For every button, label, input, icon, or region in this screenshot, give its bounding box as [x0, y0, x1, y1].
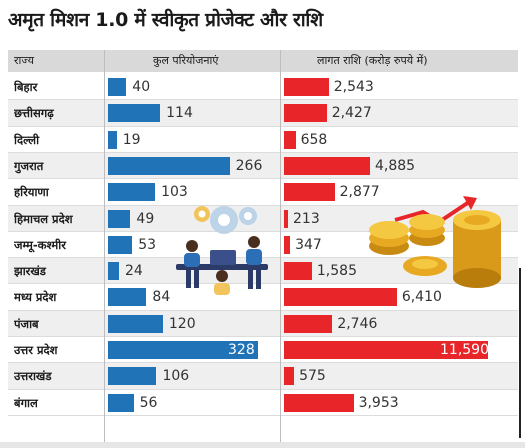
data-table: राज्य कुल परियोजनाएं लागत राशि (करोड़ रु…	[8, 50, 518, 442]
projects-value-label: 328	[228, 342, 255, 358]
projects-bar	[108, 78, 127, 96]
projects-value-label: 56	[139, 394, 158, 411]
amount-value-label: 575	[299, 368, 326, 385]
state-label: उत्तराखंड	[14, 369, 52, 384]
projects-value-label: 120	[168, 315, 196, 332]
amount-value-label: 6,410	[401, 289, 442, 306]
amount-value-label: 1,585	[316, 263, 357, 280]
state-label: हरियाणा	[14, 185, 49, 200]
projects-bar	[108, 288, 147, 307]
bottom-strip	[0, 442, 525, 448]
state-label: बिहार	[14, 80, 38, 94]
amount-value-label: 2,427	[331, 105, 372, 122]
row-divider	[8, 178, 518, 180]
projects-value-label: 103	[161, 184, 188, 201]
amount-bar	[284, 393, 354, 412]
projects-value-label: 49	[136, 210, 155, 227]
row-divider	[8, 204, 518, 206]
amount-value-label: 2,746	[337, 315, 378, 332]
row-divider	[8, 362, 518, 364]
header-state: राज्य	[8, 50, 104, 72]
state-label: दिल्ली	[14, 132, 40, 147]
projects-bar	[108, 156, 230, 175]
projects-bar	[108, 183, 156, 202]
chart-title: अमृत मिशन 1.0 में स्वीकृत प्रोजेक्ट और र…	[8, 9, 323, 31]
amount-value-label: 11,590	[440, 342, 489, 358]
row-divider	[8, 388, 518, 390]
row-divider	[8, 309, 518, 311]
row-divider	[8, 257, 518, 259]
amount-bar	[284, 183, 335, 202]
table-row	[8, 310, 518, 337]
row-divider	[8, 99, 518, 101]
amount-bar	[284, 235, 291, 254]
header-amount: लागत राशि (करोड़ रुपये में)	[281, 50, 518, 72]
projects-value-label: 114	[166, 105, 193, 122]
header-projects: कुल परियोजनाएं	[105, 50, 280, 72]
projects-bar	[108, 393, 134, 412]
amount-bar	[284, 209, 288, 228]
projects-bar	[108, 262, 119, 281]
projects-bar	[108, 314, 163, 333]
projects-bar	[108, 367, 157, 386]
projects-value-label: 53	[138, 236, 157, 253]
table-row	[8, 100, 518, 127]
edge-rule	[519, 268, 521, 438]
amount-value-label: 2,543	[333, 79, 374, 95]
amount-value-label: 347	[295, 236, 322, 253]
state-label: बंगाल	[14, 395, 38, 410]
amount-bar	[284, 156, 370, 175]
amount-bar	[284, 262, 312, 281]
row-divider	[8, 230, 518, 232]
projects-bar	[108, 341, 258, 359]
state-label: मध्य प्रदेश	[14, 290, 57, 305]
amount-value-label: 2,877	[339, 184, 380, 201]
row-divider	[8, 414, 518, 416]
amount-value-label: 658	[300, 131, 328, 148]
row-divider	[8, 151, 518, 153]
projects-bar	[108, 104, 161, 123]
projects-bar	[108, 209, 131, 228]
amount-bar	[284, 288, 397, 307]
amount-bar	[284, 341, 488, 359]
projects-value-label: 24	[124, 263, 143, 280]
gold-coins-illustration	[369, 196, 501, 288]
amount-bar	[284, 78, 329, 96]
amount-value-label: 213	[293, 210, 320, 227]
row-divider	[8, 125, 518, 127]
column-divider	[280, 50, 281, 442]
projects-value-label: 19	[122, 131, 141, 148]
column-divider	[104, 50, 105, 442]
state-label: हिमाचल प्रदेश	[14, 211, 73, 226]
row-divider	[8, 336, 518, 337]
projects-bar	[108, 235, 133, 254]
table-row	[8, 363, 518, 390]
table-row	[8, 152, 518, 179]
projects-bar	[108, 130, 117, 149]
amount-value-label: 4,885	[374, 157, 416, 174]
amount-bar	[284, 130, 296, 149]
projects-value-label: 266	[235, 157, 263, 174]
projects-value-label: 84	[152, 289, 171, 306]
amount-bar	[284, 367, 295, 386]
projects-value-label: 106	[162, 368, 190, 385]
amount-value-label: 3,953	[358, 394, 399, 411]
state-label: पंजाब	[14, 316, 39, 331]
team-working-illustration	[176, 206, 268, 295]
amount-bar	[284, 314, 333, 333]
state-label: गुजरात	[14, 158, 44, 173]
state-label: जम्मू-कश्मीर	[14, 237, 66, 252]
state-label: झारखंड	[14, 264, 46, 279]
state-label: छत्तीसगढ़	[14, 106, 54, 121]
row-divider	[8, 283, 518, 285]
projects-value-label: 40	[132, 79, 151, 95]
state-label: उत्तर प्रदेश	[14, 343, 58, 357]
amount-bar	[284, 104, 327, 123]
